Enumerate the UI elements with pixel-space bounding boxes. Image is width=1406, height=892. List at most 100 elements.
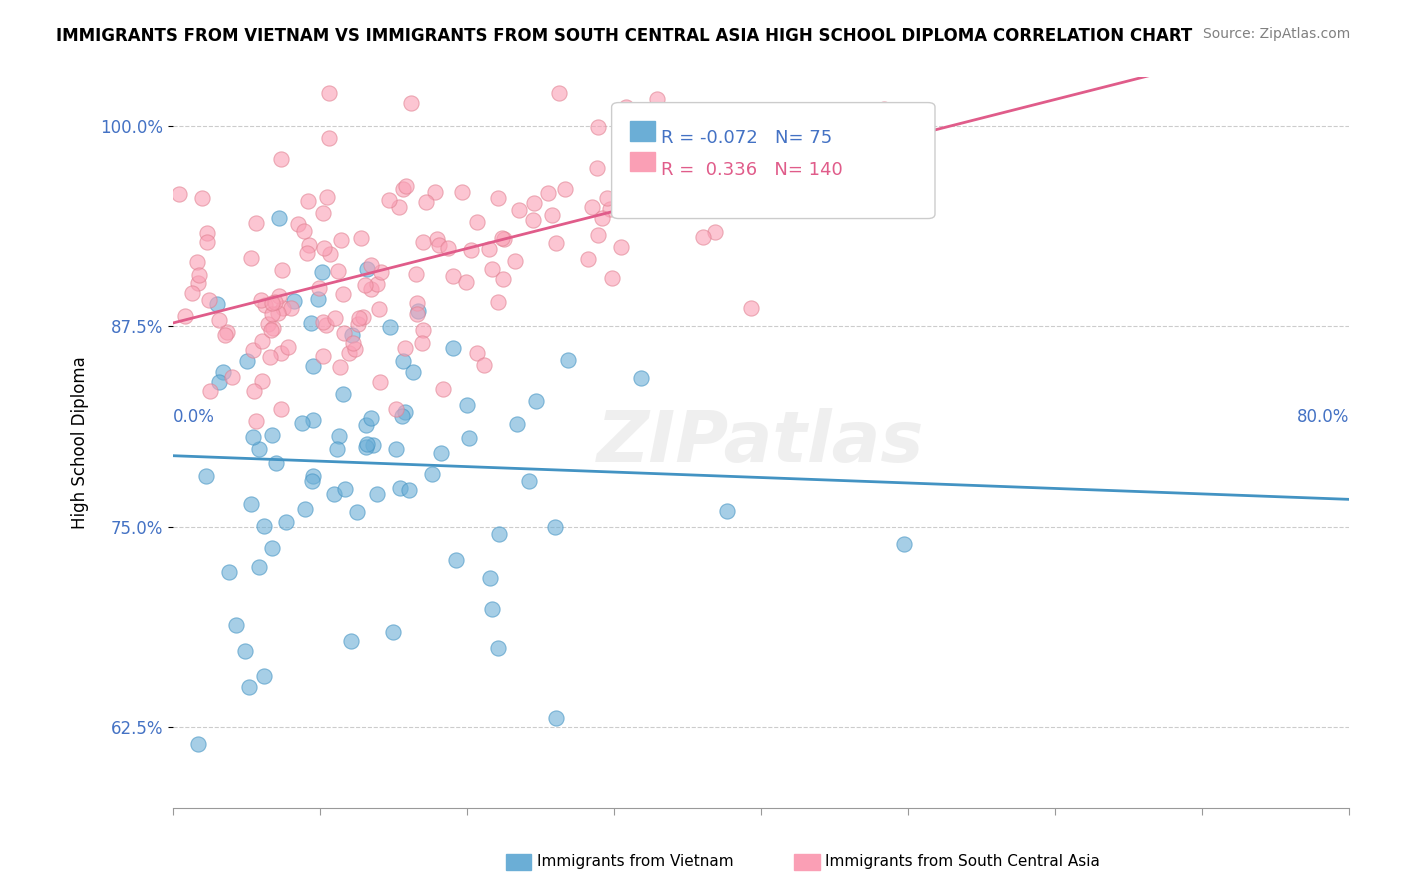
Point bbox=[581, 200, 603, 214]
Point bbox=[427, 238, 450, 252]
Point bbox=[287, 218, 309, 232]
Point bbox=[524, 394, 547, 409]
Point bbox=[301, 474, 323, 488]
Point bbox=[412, 235, 434, 249]
Point bbox=[523, 196, 546, 211]
Point bbox=[167, 186, 190, 201]
Point bbox=[405, 267, 427, 281]
Point bbox=[269, 289, 291, 303]
Point bbox=[344, 343, 367, 357]
Point bbox=[599, 202, 621, 216]
Point bbox=[586, 227, 609, 242]
Point bbox=[456, 398, 478, 412]
Point bbox=[260, 541, 283, 555]
Point bbox=[706, 110, 728, 124]
Text: ZIPatlas: ZIPatlas bbox=[598, 408, 925, 477]
Point bbox=[478, 242, 501, 256]
Point bbox=[225, 617, 247, 632]
Point bbox=[388, 200, 411, 214]
Point bbox=[247, 442, 270, 457]
Point bbox=[340, 633, 363, 648]
Point bbox=[312, 205, 335, 219]
Point bbox=[893, 536, 915, 550]
Point bbox=[382, 625, 405, 640]
Text: 0.0%: 0.0% bbox=[173, 409, 215, 426]
Point bbox=[394, 404, 416, 418]
Point bbox=[187, 737, 209, 751]
Point bbox=[609, 240, 631, 254]
Point bbox=[361, 438, 384, 452]
Point bbox=[312, 349, 335, 363]
Point bbox=[240, 252, 263, 266]
Point bbox=[347, 310, 370, 325]
Point bbox=[392, 182, 415, 196]
Point bbox=[245, 414, 267, 428]
Point bbox=[411, 336, 433, 351]
Point bbox=[522, 213, 544, 227]
Point bbox=[283, 294, 305, 309]
Point bbox=[301, 468, 323, 483]
Point bbox=[253, 298, 276, 312]
Point bbox=[271, 263, 294, 277]
Point bbox=[235, 644, 257, 658]
Point bbox=[257, 317, 280, 331]
Point bbox=[270, 153, 292, 167]
Point bbox=[546, 711, 568, 725]
Point bbox=[297, 194, 319, 208]
Point bbox=[242, 343, 264, 357]
Point bbox=[586, 120, 609, 134]
Point bbox=[266, 456, 288, 470]
Point bbox=[270, 401, 292, 416]
Point bbox=[302, 359, 325, 373]
Point bbox=[385, 442, 408, 456]
Point bbox=[486, 191, 509, 205]
Point bbox=[401, 365, 423, 379]
Point bbox=[198, 384, 221, 398]
Point bbox=[328, 429, 350, 443]
Point bbox=[873, 102, 896, 116]
Point bbox=[360, 411, 382, 425]
Point bbox=[323, 487, 346, 501]
Point bbox=[330, 233, 353, 247]
Point bbox=[754, 130, 776, 145]
Point bbox=[245, 216, 267, 230]
Point bbox=[354, 440, 377, 454]
Point bbox=[221, 370, 243, 384]
Point bbox=[692, 230, 714, 244]
Point bbox=[252, 374, 274, 388]
Point bbox=[208, 312, 231, 326]
Point bbox=[488, 527, 510, 541]
Point bbox=[441, 268, 464, 283]
Text: IMMIGRANTS FROM VIETNAM VS IMMIGRANTS FROM SOUTH CENTRAL ASIA HIGH SCHOOL DIPLOM: IMMIGRANTS FROM VIETNAM VS IMMIGRANTS FR… bbox=[56, 27, 1192, 45]
Point bbox=[270, 346, 292, 360]
Point bbox=[247, 560, 270, 574]
Point bbox=[537, 186, 560, 201]
Point bbox=[194, 468, 217, 483]
Point bbox=[740, 301, 762, 316]
Point bbox=[392, 354, 415, 368]
Point bbox=[366, 487, 388, 501]
Point bbox=[596, 191, 619, 205]
Point bbox=[441, 341, 464, 355]
Point bbox=[260, 427, 283, 442]
Point bbox=[405, 307, 427, 321]
Point bbox=[391, 409, 413, 424]
Point bbox=[444, 553, 467, 567]
Point bbox=[186, 254, 208, 268]
Point bbox=[557, 353, 579, 368]
Point bbox=[360, 282, 382, 296]
Point bbox=[259, 350, 281, 364]
Point bbox=[347, 318, 370, 332]
Point bbox=[312, 315, 335, 329]
Point bbox=[346, 505, 368, 519]
Point bbox=[378, 319, 401, 334]
Point bbox=[356, 262, 378, 277]
Point bbox=[239, 497, 262, 511]
Point bbox=[190, 191, 212, 205]
Point bbox=[366, 277, 388, 292]
Point bbox=[280, 301, 302, 315]
Point bbox=[332, 386, 354, 401]
Point bbox=[299, 316, 322, 330]
Point bbox=[208, 375, 231, 389]
Point bbox=[394, 341, 416, 355]
